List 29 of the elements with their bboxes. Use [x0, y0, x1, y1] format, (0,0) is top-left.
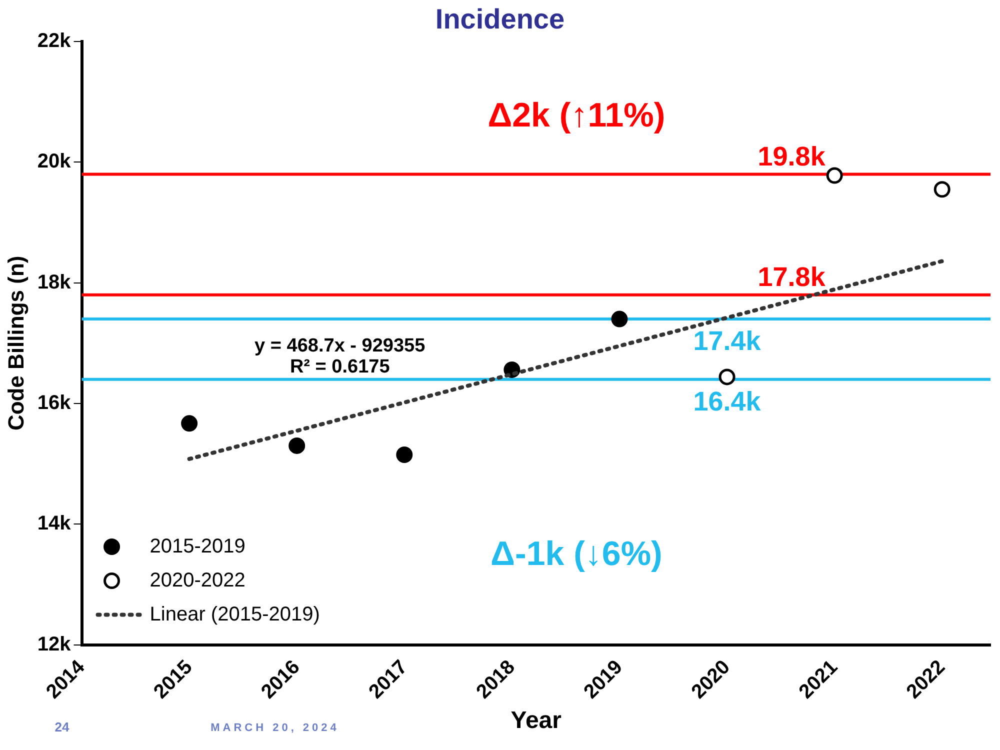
y-tick-label: 14k	[37, 512, 72, 535]
y-tick-label: 18k	[37, 271, 72, 294]
point	[288, 437, 306, 454]
annotation: Δ2k (↑11%)	[488, 96, 666, 134]
ref-line-label: 17.8k	[758, 262, 826, 292]
y-tick-label: 20k	[37, 150, 72, 173]
legend-label: 2020-2022	[150, 569, 246, 592]
legend-label: 2015-2019	[150, 535, 246, 558]
point	[934, 181, 950, 198]
ref-line-label: 17.4k	[693, 326, 762, 356]
y-tick-label: 16k	[37, 392, 72, 414]
text: MARCH 20, 2024	[210, 722, 340, 734]
x-axis-title: Year	[510, 707, 562, 734]
annotation: y = 468.7x - 929355	[254, 335, 426, 356]
legend-label: Linear (2015-2019)	[150, 603, 320, 626]
point	[181, 415, 198, 432]
y-tick-label: 12k	[37, 633, 72, 656]
chart-title: Incidence	[435, 4, 565, 35]
y-axis-title: Code Billings (n)	[3, 256, 28, 431]
ref-line-label: 16.4k	[693, 386, 762, 416]
point	[396, 446, 413, 464]
y-tick-label: 22k	[37, 30, 72, 52]
ref-line-label: 19.8k	[758, 141, 826, 172]
point	[826, 167, 843, 184]
annotation: R² = 0.6175	[290, 356, 390, 378]
point	[611, 310, 628, 328]
annotation: Δ-1k (↓6%)	[490, 534, 662, 573]
point	[718, 368, 736, 386]
text: 24	[54, 720, 70, 735]
